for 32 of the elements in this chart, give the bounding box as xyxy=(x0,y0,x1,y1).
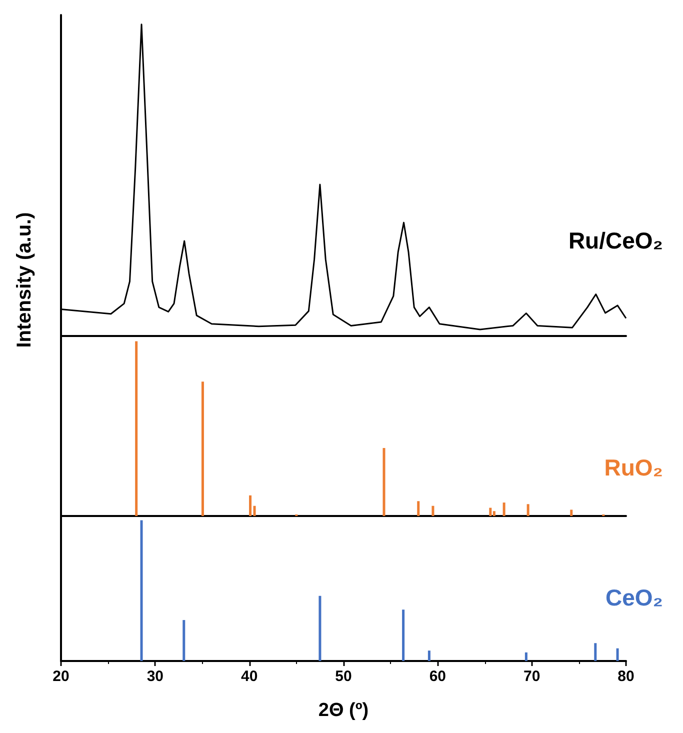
bar xyxy=(135,341,138,516)
x-tick-label: 70 xyxy=(523,668,540,685)
x-axis-title: 2Θ (º) xyxy=(318,700,369,721)
bar xyxy=(318,596,322,661)
bar xyxy=(417,501,420,516)
bar xyxy=(249,495,252,516)
bar xyxy=(570,510,573,516)
bar xyxy=(402,610,405,661)
bar xyxy=(502,502,506,516)
bar xyxy=(140,520,143,661)
bar xyxy=(616,648,619,661)
x-tick-label: 60 xyxy=(429,668,446,685)
bar xyxy=(428,650,430,661)
series-label: CeO₂ xyxy=(605,584,664,610)
series-label: RuO₂ xyxy=(604,454,664,480)
bar xyxy=(253,506,256,516)
x-tick-label: 50 xyxy=(335,668,352,685)
x-tick-label: 80 xyxy=(618,668,634,685)
bar xyxy=(201,382,204,516)
y-axis-title: Intensity (a.u.) xyxy=(14,212,36,348)
x-tick-label: 30 xyxy=(146,668,164,685)
bar xyxy=(492,511,496,516)
bar xyxy=(432,506,434,516)
x-tick-label: 40 xyxy=(240,668,258,685)
bar xyxy=(382,448,386,516)
bar xyxy=(182,620,186,661)
bar xyxy=(594,643,597,661)
bar xyxy=(524,652,528,661)
bar xyxy=(526,504,530,516)
text: Ru/CeO₂ xyxy=(568,228,663,254)
bar xyxy=(489,508,492,516)
x-tick-label: 20 xyxy=(52,668,70,685)
